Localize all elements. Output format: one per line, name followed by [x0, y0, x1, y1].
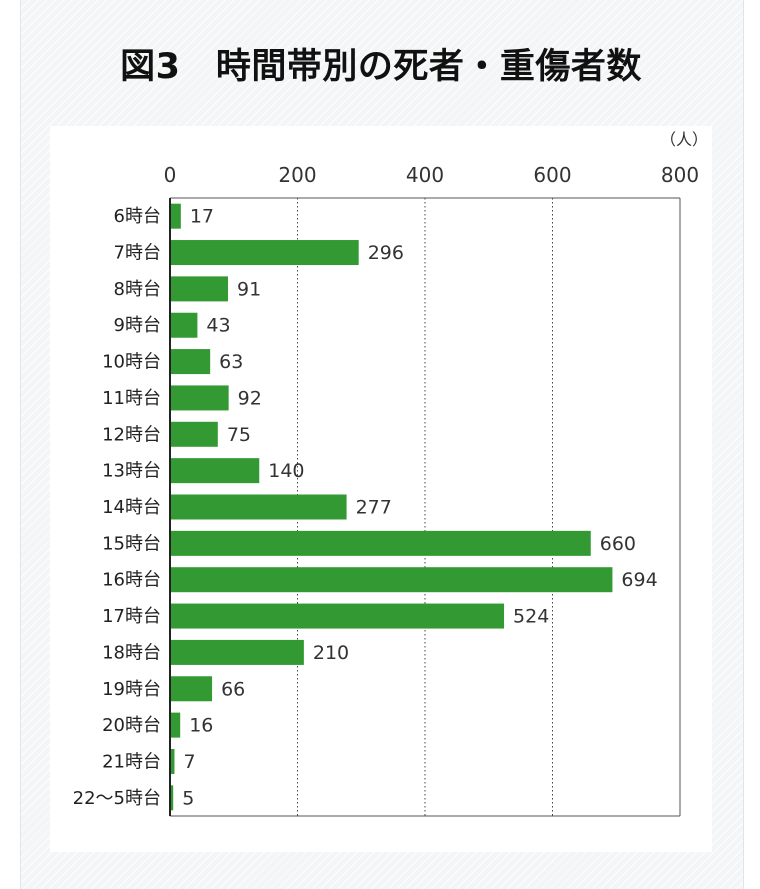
bar-value-label: 277: [356, 497, 392, 519]
bar: [170, 349, 211, 375]
bar: [170, 421, 218, 447]
category-label: 12時台: [102, 424, 161, 445]
bar-value-label: 7: [183, 751, 195, 773]
bar: [170, 312, 198, 338]
bar-value-label: 660: [600, 533, 636, 555]
bar: [170, 203, 181, 229]
bar: [170, 676, 213, 702]
bar: [170, 603, 505, 629]
bar-value-label: 75: [227, 424, 251, 446]
category-label: 13時台: [102, 461, 161, 482]
category-label: 19時台: [102, 679, 161, 700]
category-label: 14時台: [102, 497, 161, 518]
x-tick-label: 600: [533, 163, 571, 187]
bar: [170, 530, 591, 556]
chart-title: 図3 時間帯別の死者・重傷者数: [120, 47, 642, 87]
category-label: 7時台: [114, 243, 161, 264]
category-label: 18時台: [102, 642, 161, 663]
bar: [170, 785, 174, 811]
bar-value-label: 524: [513, 606, 549, 628]
bars: [170, 203, 613, 811]
x-tick-label: 800: [661, 163, 699, 187]
category-label: 20時台: [102, 715, 161, 736]
bar: [170, 639, 304, 665]
category-label: 22～5時台: [73, 788, 161, 809]
bar: [170, 240, 359, 266]
bar-value-label: 296: [368, 242, 404, 264]
bar-value-label: 5: [182, 787, 194, 809]
x-tick-label: 200: [278, 163, 316, 187]
category-label: 17時台: [102, 606, 161, 627]
bar-value-label: 92: [238, 387, 262, 409]
bar-value-label: 210: [313, 642, 349, 664]
category-label: 11時台: [102, 388, 161, 409]
bar-value-label: 17: [190, 206, 214, 228]
bar-value-label: 91: [237, 278, 261, 300]
category-label: 15時台: [102, 533, 161, 554]
bar-value-label: 63: [219, 351, 243, 373]
chart-panel: [50, 126, 712, 852]
bar-value-label: 140: [268, 460, 304, 482]
bar: [170, 494, 347, 520]
category-label: 6時台: [114, 206, 161, 227]
bar: [170, 458, 260, 484]
bar: [170, 567, 613, 593]
bar: [170, 385, 229, 411]
bar-value-label: 66: [221, 678, 245, 700]
bar: [170, 748, 175, 774]
category-label: 16時台: [102, 570, 161, 591]
bar: [170, 276, 229, 302]
category-label: 8時台: [114, 279, 161, 300]
x-tick-label: 0: [164, 163, 177, 187]
bar-value-label: 694: [621, 569, 657, 591]
category-label: 10時台: [102, 352, 161, 373]
bar-value-label: 16: [189, 715, 213, 737]
bar-value-label: 43: [206, 315, 230, 337]
bar: [170, 712, 181, 738]
category-label: 9時台: [114, 315, 161, 336]
category-label: 21時台: [102, 751, 161, 772]
x-tick-label: 400: [406, 163, 444, 187]
unit-label: （人）: [660, 130, 708, 149]
labels: 0 200 400 600 800 17 6時台 296 7時台 91 8時台 43 9時台 63 10時台…: [73, 163, 699, 816]
